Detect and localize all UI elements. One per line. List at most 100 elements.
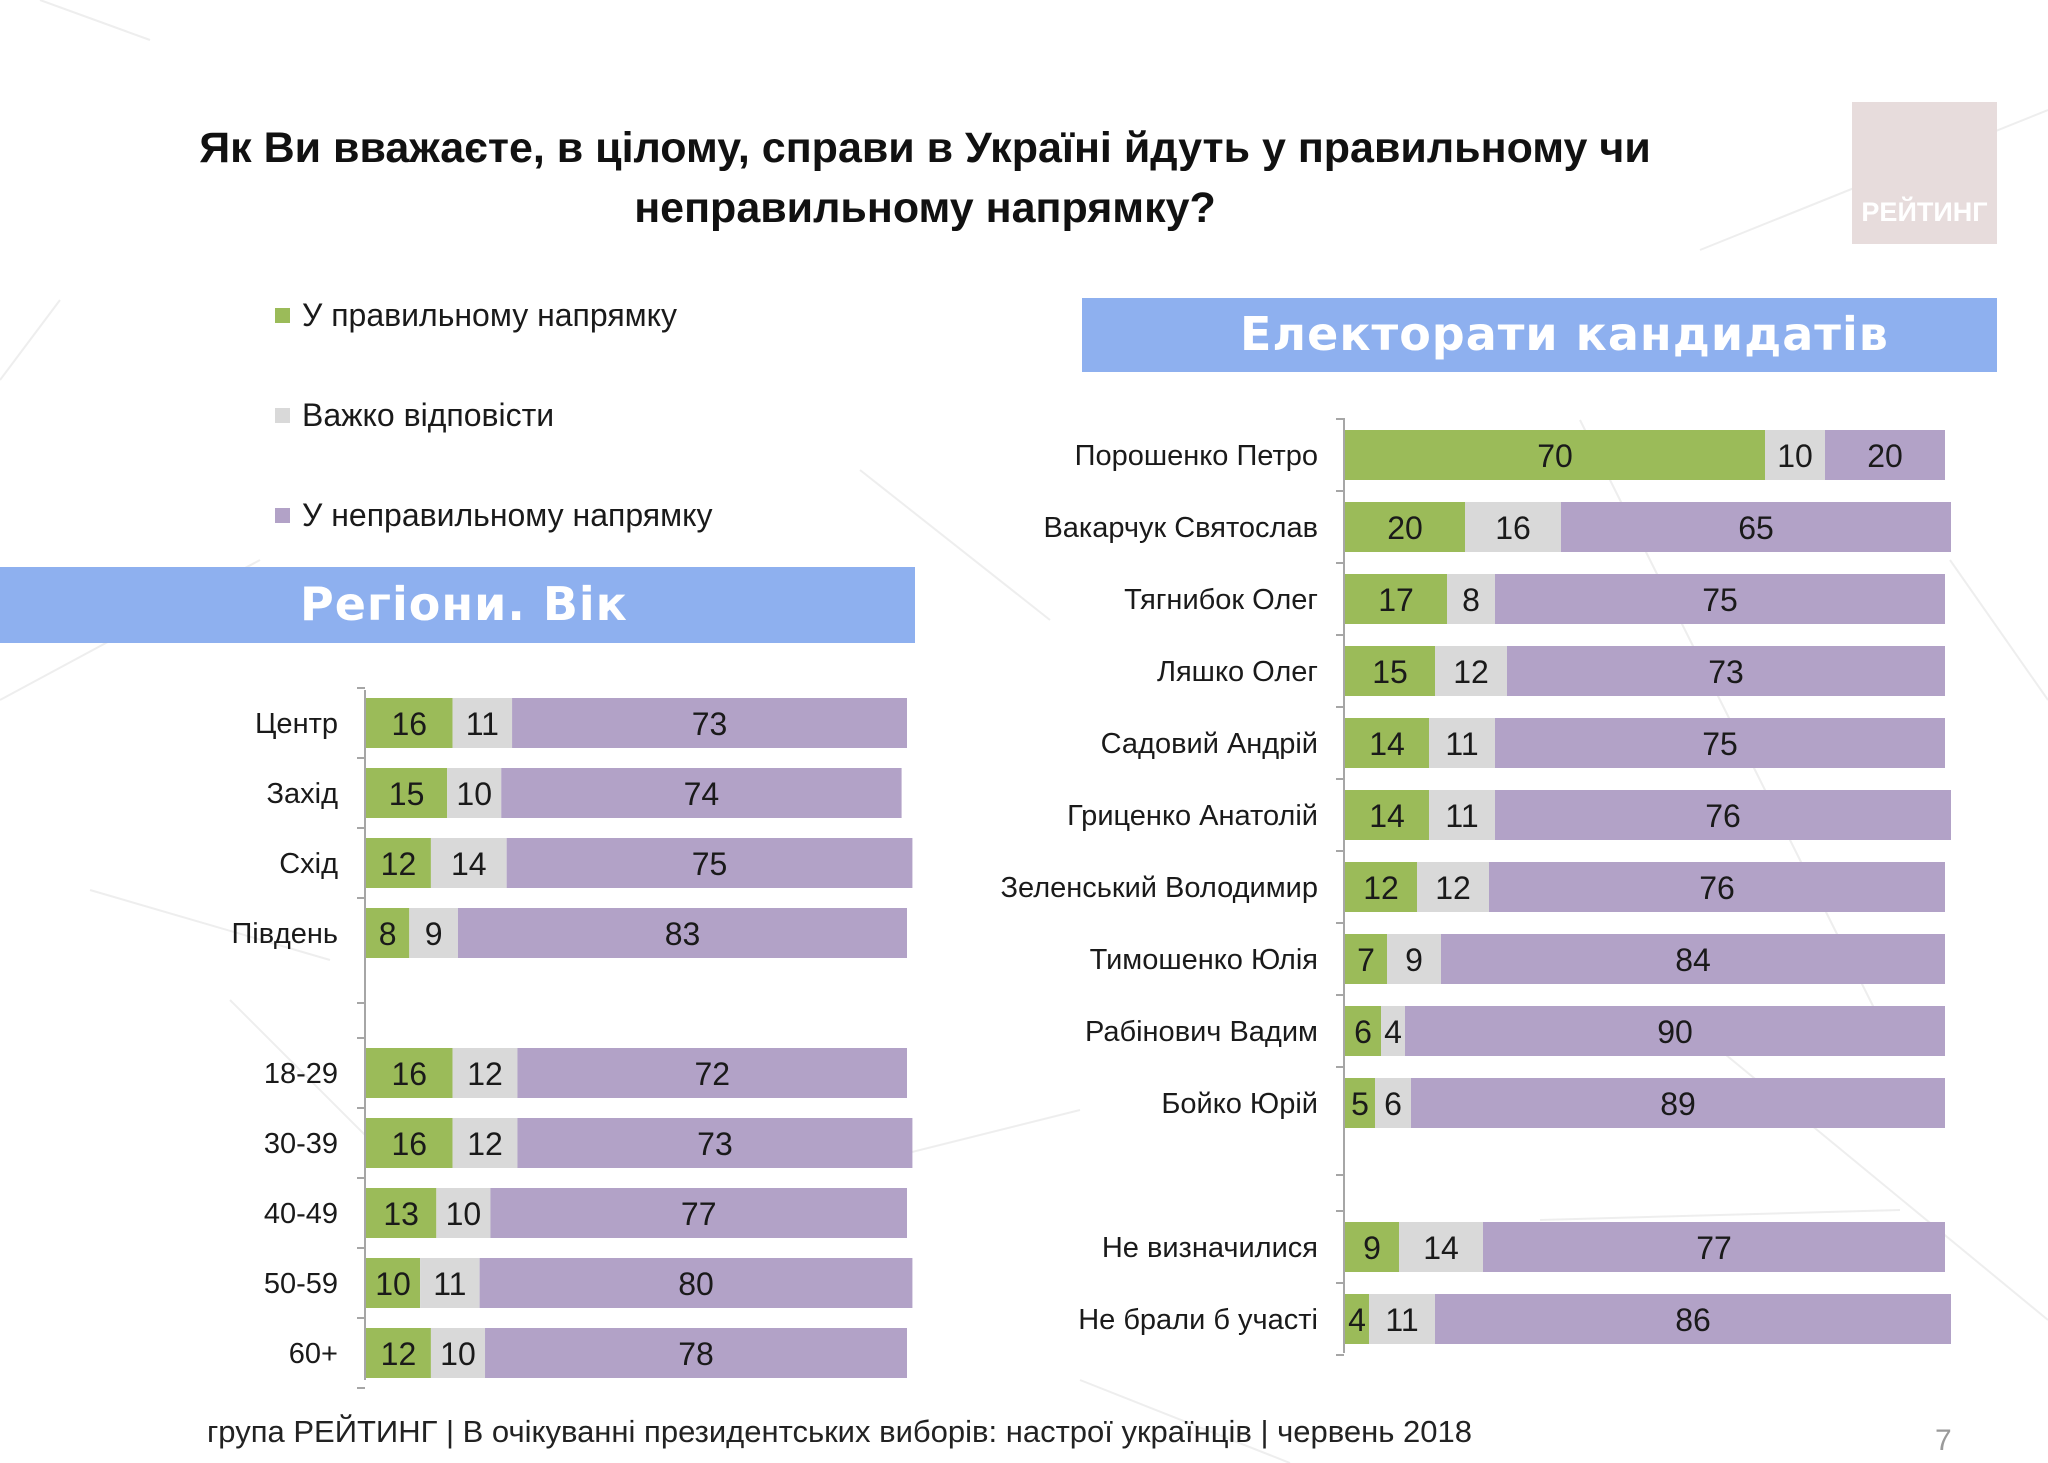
category-label: Не брали б участі <box>1078 1304 1318 1336</box>
bar-segment <box>452 1118 518 1168</box>
data-label: 10 <box>446 1196 482 1232</box>
data-label: 9 <box>1363 1230 1381 1266</box>
category-label: Тимошенко Юлія <box>1090 944 1318 976</box>
legend-label: У правильному напрямку <box>302 297 677 333</box>
data-label: 89 <box>1660 1086 1696 1122</box>
data-label: 75 <box>1702 726 1738 762</box>
data-label: 14 <box>1369 798 1405 834</box>
bar-segment <box>430 838 507 888</box>
legend-label: Важко відповісти <box>302 397 555 433</box>
data-label: 12 <box>467 1126 503 1162</box>
bar-segment <box>1495 790 1951 840</box>
data-label: 76 <box>1705 798 1741 834</box>
bar-segment <box>366 1188 437 1238</box>
category-label: 18-29 <box>264 1058 338 1090</box>
bar-segment <box>1495 574 1945 624</box>
bar-segment <box>501 768 902 818</box>
data-label: 77 <box>681 1196 717 1232</box>
data-label: 12 <box>1435 870 1471 906</box>
data-label: 90 <box>1657 1014 1693 1050</box>
bar-segment <box>517 1048 907 1098</box>
category-label: Гриценко Анатолій <box>1067 800 1318 832</box>
data-label: 16 <box>391 1056 427 1092</box>
data-label: 12 <box>381 846 417 882</box>
data-label: 84 <box>1675 942 1711 978</box>
data-label: 12 <box>1363 870 1399 906</box>
bar-segment <box>1399 1222 1483 1272</box>
data-label: 16 <box>391 706 427 742</box>
data-label: 11 <box>466 706 499 742</box>
bar-segment <box>457 908 907 958</box>
page-title: Як Ви вважаєте, в цілому, справи в Украї… <box>199 124 1651 232</box>
category-label: Зеленський Володимир <box>1001 872 1318 904</box>
data-label: 12 <box>467 1056 503 1092</box>
data-label: 65 <box>1738 510 1774 546</box>
bar-segment <box>1345 430 1765 480</box>
bar-segment <box>366 1328 431 1378</box>
data-label: 73 <box>697 1126 733 1162</box>
category-label: Схід <box>279 848 338 880</box>
bar-segment <box>1345 502 1465 552</box>
bar-segment <box>366 768 448 818</box>
data-label: 20 <box>1867 438 1903 474</box>
bar-segment <box>1489 862 1945 912</box>
bar-segment <box>1441 934 1945 984</box>
bar-segment <box>1429 790 1495 840</box>
rating-logo: РЕЙТИНГ <box>1852 102 1997 244</box>
data-label: 6 <box>1354 1014 1372 1050</box>
data-label: 73 <box>692 706 728 742</box>
data-label: 20 <box>1387 510 1423 546</box>
category-label: Тягнибок Олег <box>1124 584 1318 616</box>
bar-segment <box>366 838 431 888</box>
data-label: 9 <box>425 916 443 952</box>
data-label: 77 <box>1696 1230 1732 1266</box>
legend-swatch-purple <box>275 508 290 523</box>
bar-segment <box>366 1118 453 1168</box>
candidates-electorate-banner-title: Електорати кандидатів <box>1240 307 1889 361</box>
category-label: Центр <box>255 708 338 740</box>
bar-segment <box>1345 790 1429 840</box>
data-label: 6 <box>1384 1086 1402 1122</box>
legend-swatch-green <box>275 308 290 323</box>
bar-segment <box>1765 430 1825 480</box>
data-label: 72 <box>694 1056 730 1092</box>
bar-segment <box>512 698 907 748</box>
bar-segment <box>436 1188 491 1238</box>
data-label: 16 <box>391 1126 427 1162</box>
logo-text: РЕЙТИНГ <box>1861 197 1988 227</box>
bar-segment <box>479 1258 913 1308</box>
data-label: 16 <box>1495 510 1531 546</box>
category-label: 30-39 <box>264 1128 338 1160</box>
data-label: 13 <box>383 1196 419 1232</box>
category-label: Не визначилися <box>1102 1232 1318 1264</box>
data-label: 70 <box>1537 438 1573 474</box>
bar-segment <box>1369 1294 1435 1344</box>
bar-segment <box>1411 1078 1945 1128</box>
bar-segment <box>420 1258 480 1308</box>
bar-segment <box>1345 1222 1399 1272</box>
data-label: 15 <box>1372 654 1408 690</box>
bar-segment <box>490 1188 907 1238</box>
bar-segment <box>1345 718 1429 768</box>
bar-segment <box>1345 646 1435 696</box>
data-label: 83 <box>665 916 701 952</box>
regions-age-banner-title: Регіони. Вік <box>300 577 628 631</box>
bar-segment <box>1825 430 1945 480</box>
bar-segment <box>1345 862 1417 912</box>
data-label: 10 <box>440 1336 476 1372</box>
data-label: 74 <box>684 776 720 812</box>
bar-segment <box>1345 1078 1375 1128</box>
data-label: 11 <box>1385 1302 1418 1338</box>
data-label: 75 <box>692 846 728 882</box>
bar-segment <box>1465 502 1561 552</box>
bar-segment <box>366 1258 421 1308</box>
data-label: 5 <box>1351 1086 1369 1122</box>
bar-segment <box>430 1328 486 1378</box>
bar-segment <box>1447 574 1495 624</box>
category-label: Бойко Юрій <box>1161 1088 1318 1120</box>
bar-segment <box>1417 862 1489 912</box>
data-label: 11 <box>1445 726 1478 762</box>
bar-segment <box>366 698 453 748</box>
bar-segment <box>366 908 410 958</box>
